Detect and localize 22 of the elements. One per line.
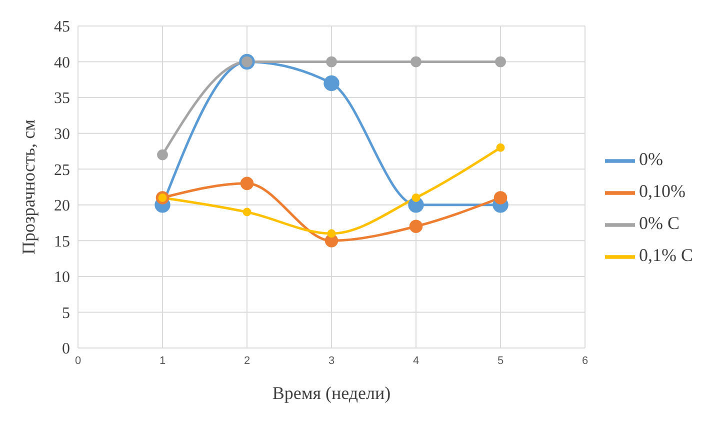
y-tick-label: 35	[54, 90, 70, 108]
y-tick-label: 40	[54, 54, 70, 72]
legend-label: 0,1% C	[639, 244, 693, 265]
y-tick-label: 25	[54, 162, 70, 179]
legend-label: 0,10%	[639, 181, 686, 202]
x-tick-label: 6	[582, 354, 588, 367]
y-tick-label: 30	[54, 126, 70, 144]
x-tick-label: 1	[159, 354, 166, 367]
x-tick-label: 2	[244, 354, 250, 367]
x-tick-label: 0	[74, 354, 82, 367]
x-tick-label: 3	[328, 354, 335, 367]
legend-label: 0%	[639, 149, 663, 170]
y-tick-label: 10	[54, 269, 70, 286]
x-tick-label: 4	[412, 354, 420, 367]
y-tick-label: 5	[62, 304, 70, 322]
y-axis-title: Прозрачность, см	[18, 120, 38, 254]
y-tick-label: 15	[54, 233, 70, 250]
y-tick-label: 20	[54, 198, 70, 215]
y-tick-label: 45	[54, 18, 70, 36]
x-tick-label: 5	[497, 354, 504, 367]
legend-label: 0% C	[639, 213, 680, 233]
x-axis-title: Время (недели)	[272, 382, 391, 403]
